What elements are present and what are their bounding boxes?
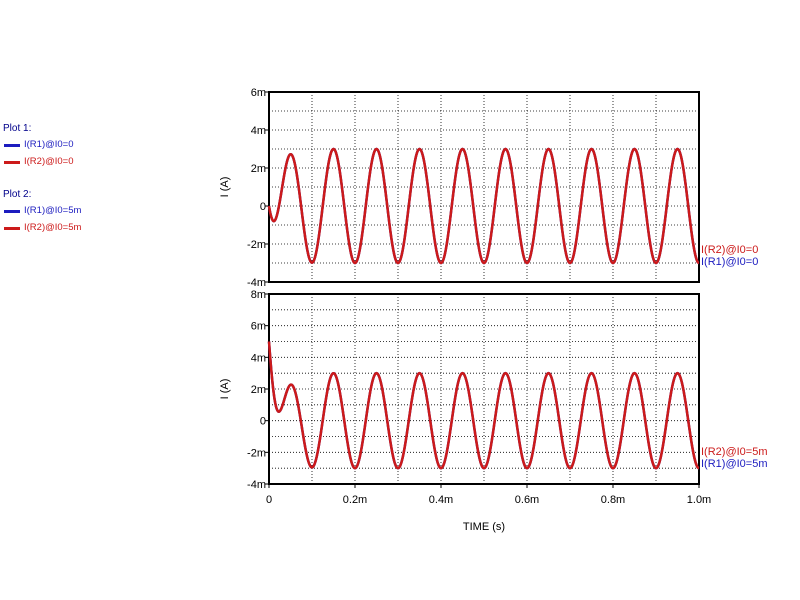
y-tick-label: 6m xyxy=(251,321,266,333)
y-axis-label: I (A) xyxy=(219,379,231,400)
legend-label: I(R1)@I0=5m xyxy=(24,205,82,216)
x-axis-label: TIME (s) xyxy=(463,521,505,533)
y-tick-label: 4m xyxy=(251,352,266,364)
series-end-label: I(R1)@I0=5m xyxy=(701,458,768,470)
legend-entry: I(R1)@I0=5m xyxy=(0,202,110,219)
legend-swatch xyxy=(4,144,20,147)
y-tick-label: 0 xyxy=(260,201,266,213)
legend-group-title: Plot 2: xyxy=(3,189,32,200)
x-tick-label: 1.0m xyxy=(687,494,711,506)
x-tick-label: 0.4m xyxy=(429,494,453,506)
series-end-label: I(R2)@I0=0 xyxy=(701,244,758,256)
x-tick-label: 0.6m xyxy=(515,494,539,506)
series-line xyxy=(267,341,700,470)
series-end-label: I(R2)@I0=5m xyxy=(701,446,768,458)
legend-entry: I(R1)@I0=0 xyxy=(0,136,110,153)
legend-entry: I(R2)@I0=5m xyxy=(0,219,110,236)
legend: Plot 1: I(R1)@I0=0 I(R2)@I0=0 Plot 2: I(R1)@… xyxy=(0,118,110,236)
y-tick-label: 2m xyxy=(251,384,266,396)
plot-frame xyxy=(268,293,700,485)
legend-label: I(R1)@I0=0 xyxy=(24,139,74,150)
plot-frame xyxy=(268,91,700,283)
legend-swatch xyxy=(4,227,20,230)
y-tick-label: 0 xyxy=(260,416,266,428)
series-line xyxy=(267,147,700,265)
y-tick-label: -2m xyxy=(247,239,266,251)
y-tick-label: 4m xyxy=(251,125,266,137)
legend-swatch xyxy=(4,161,20,164)
y-tick-label: -4m xyxy=(247,277,266,289)
legend-entry: I(R2)@I0=0 xyxy=(0,153,110,170)
legend-label: I(R2)@I0=0 xyxy=(24,156,74,167)
y-tick-label: -2m xyxy=(247,447,266,459)
x-tick-label: 0.2m xyxy=(343,494,367,506)
x-tick-label: 0 xyxy=(266,494,272,506)
legend-swatch xyxy=(4,210,20,213)
legend-label: I(R2)@I0=5m xyxy=(24,222,82,233)
legend-group-title: Plot 1: xyxy=(3,123,32,134)
y-tick-label: 2m xyxy=(251,163,266,175)
series-end-label: I(R1)@I0=0 xyxy=(701,256,758,268)
y-tick-label: -4m xyxy=(247,479,266,491)
y-tick-label: 6m xyxy=(251,87,266,99)
x-tick-label: 0.8m xyxy=(601,494,625,506)
y-axis-label: I (A) xyxy=(219,177,231,198)
y-tick-label: 8m xyxy=(251,289,266,301)
